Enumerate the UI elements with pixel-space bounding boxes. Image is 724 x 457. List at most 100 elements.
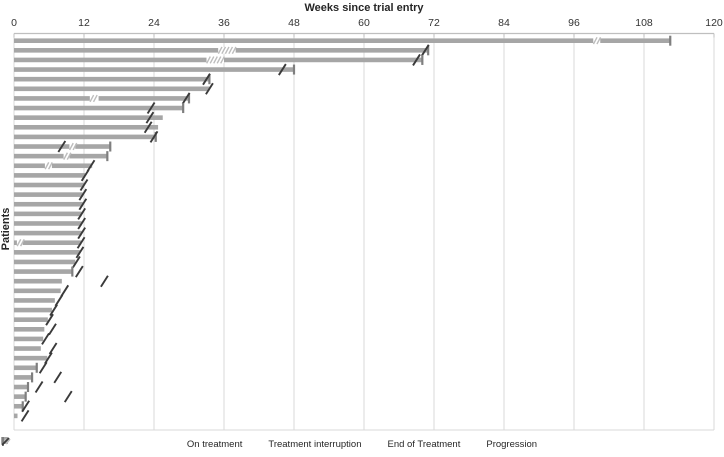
on-treatment-bar <box>14 384 28 390</box>
on-treatment-bar <box>14 182 84 188</box>
progression-mark <box>202 73 211 86</box>
patient-bars <box>14 36 671 419</box>
interruption-hatch-mark <box>66 152 72 160</box>
x-tick-labels: 0 12 24 36 48 60 72 84 96 108 120 <box>11 17 723 29</box>
on-treatment-bar <box>14 86 210 92</box>
progression-mark <box>21 400 30 413</box>
on-treatment-bar <box>14 134 156 140</box>
progression-mark <box>45 313 54 326</box>
x-tick-label: 120 <box>705 17 723 29</box>
on-treatment-bar <box>14 269 73 274</box>
interruption-hatch-mark <box>228 46 234 55</box>
interruption-hatch-mark <box>206 56 211 64</box>
progression-mark <box>149 130 159 143</box>
legend-item-end-of-treatment: End of Treatment <box>2 437 461 450</box>
progression-mark <box>20 409 30 422</box>
on-treatment-bar <box>14 413 18 419</box>
progression-mark <box>420 44 430 57</box>
legend-label: End of Treatment <box>387 438 461 450</box>
progression-mark <box>77 207 86 220</box>
progression-mark <box>38 361 48 374</box>
on-treatment-bar <box>14 115 163 120</box>
progression-mark <box>78 188 88 201</box>
interruption-hatch-mark <box>16 238 22 247</box>
on-treatment-bar <box>14 96 189 101</box>
on-treatment-bar <box>14 240 82 246</box>
on-treatment-bar <box>14 288 61 294</box>
interruption-gap <box>89 95 99 102</box>
on-treatment-bar <box>14 346 41 351</box>
progression-mark <box>44 352 53 365</box>
progression-mark <box>205 82 214 95</box>
legend-item-treatment-interruption: Treatment interruption <box>1 438 362 450</box>
x-tick-label: 72 <box>428 17 440 29</box>
x-tick-label: 12 <box>78 17 90 29</box>
interruption-hatch-mark <box>231 46 237 55</box>
on-treatment-bar <box>14 259 76 265</box>
on-treatment-bar <box>14 153 108 159</box>
interruption-hatch-mark <box>216 56 222 64</box>
on-treatment-bar <box>14 201 83 207</box>
x-axis <box>13 32 715 431</box>
progression-mark <box>34 381 44 394</box>
legend-item-on-treatment: On treatment <box>1 437 243 450</box>
interruption-hatch-mark <box>592 36 598 45</box>
on-treatment-bar <box>14 221 82 226</box>
on-treatment-bar <box>14 76 210 82</box>
interruption-hatch-mark <box>92 94 98 103</box>
on-treatment-bar <box>14 230 82 236</box>
on-treatment-bar <box>14 105 184 111</box>
on-treatment-bar <box>14 327 45 332</box>
interruption-hatch-mark <box>68 142 74 151</box>
plot-canvas: Weeks since trial entry Patients 0 12 24 36… <box>0 2 723 431</box>
interruption-hatch-mark <box>213 56 218 64</box>
interruption-hatch-mark <box>63 152 69 160</box>
progression-mark <box>78 198 88 211</box>
progression-mark <box>181 92 191 105</box>
progression-mark <box>72 255 81 268</box>
x-tick-label: 48 <box>288 17 300 29</box>
interruption-hatch-mark <box>596 36 602 45</box>
progression-mark <box>49 304 58 317</box>
progression-mark <box>146 102 156 115</box>
progression-mark <box>57 140 67 153</box>
interruption-hatch-mark <box>221 46 227 55</box>
on-treatment-bar <box>14 336 44 342</box>
on-treatment-bar <box>14 317 48 322</box>
interruption-hatch-mark <box>224 46 230 55</box>
progression-mark <box>75 265 84 278</box>
interruption-hatch-mark <box>72 142 78 151</box>
interruption-hatch-mark <box>47 162 53 170</box>
on-treatment-bar <box>14 163 93 169</box>
on-treatment-bar <box>14 173 86 178</box>
x-tick-label: 36 <box>218 17 230 29</box>
x-tick-label: 96 <box>568 17 580 29</box>
progression-mark <box>48 323 57 336</box>
x-tick-label: 0 <box>11 17 17 29</box>
on-treatment-bar <box>14 192 83 197</box>
progression-mark <box>60 284 70 297</box>
y-axis-label: Patients <box>0 208 12 251</box>
interruption-gap <box>69 143 76 150</box>
progression-mark <box>79 178 89 192</box>
on-treatment-bar <box>14 67 294 72</box>
interruption-hatch-mark <box>44 162 50 170</box>
progression-mark <box>145 111 155 124</box>
interruption-hatch-mark <box>209 56 215 64</box>
on-treatment-bar <box>14 278 62 284</box>
x-tick-label: 84 <box>498 17 510 29</box>
on-treatment-bar <box>14 38 671 43</box>
legend-label: Treatment interruption <box>268 438 362 450</box>
progression-slash-icon <box>1 437 10 446</box>
legend: On treatment Treatment interruption End … <box>0 436 724 452</box>
legend-label: On treatment <box>186 438 243 450</box>
on-treatment-bar <box>14 124 159 130</box>
interruption-gap <box>593 37 601 44</box>
interruption-hatch-mark <box>217 46 223 55</box>
x-tick-label: 24 <box>148 17 160 29</box>
on-treatment-bar <box>14 250 80 255</box>
on-treatment-bar <box>14 307 52 313</box>
gridlines <box>13 33 715 430</box>
on-treatment-bar <box>14 394 26 399</box>
progression-mark <box>54 294 64 307</box>
